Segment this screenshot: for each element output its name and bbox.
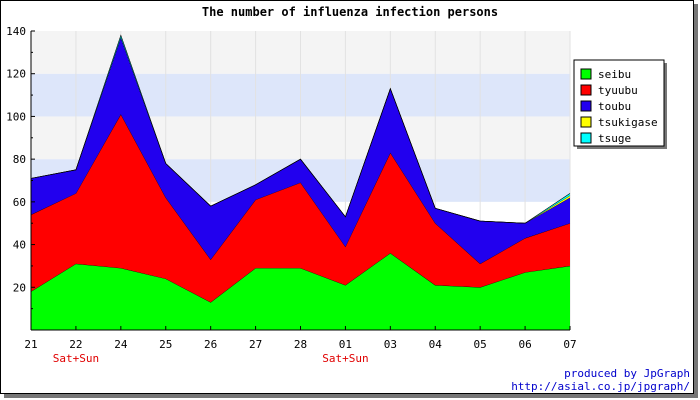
y-tick-label: 80 — [13, 153, 26, 166]
x-tick-label: 24 — [114, 338, 128, 351]
x-tick-note: Sat+Sun — [53, 352, 99, 365]
y-tick-label: 20 — [13, 281, 26, 294]
area-toubu — [31, 37, 570, 264]
chart-title: The number of influenza infection person… — [202, 5, 498, 19]
x-tick-label: 05 — [474, 338, 487, 351]
y-tick-label: 40 — [13, 239, 26, 252]
x-tick-label: 04 — [429, 338, 443, 351]
y-tick-label: 120 — [6, 68, 26, 81]
x-tick-label: 25 — [159, 338, 172, 351]
area-edge-tsuge — [30, 34, 571, 224]
x-tick-label: 01 — [339, 338, 352, 351]
x-tick-label: 28 — [294, 338, 307, 351]
legend-label-tsuge: tsuge — [598, 132, 631, 145]
y-tick-label: 60 — [13, 196, 26, 209]
x-tick-label: 06 — [518, 338, 531, 351]
credit-text: produced by JpGraph — [564, 367, 690, 380]
area-tyuubu — [31, 114, 570, 303]
x-tick-label: 27 — [249, 338, 262, 351]
y-tick-labels: 20 40 60 80 100 120 140 — [6, 25, 35, 310]
legend-swatch-tsukigase — [580, 116, 592, 128]
legend-swatch-toubu — [580, 100, 592, 112]
legend-label-tsukigase: tsukigase — [598, 116, 658, 129]
y-tick-label: 100 — [6, 110, 26, 123]
x-tick-label: 03 — [384, 338, 397, 351]
legend: seibu tyuubu toubu tsukigase tsuge — [573, 59, 667, 149]
legend-label-toubu: toubu — [598, 100, 631, 113]
series-areas — [30, 34, 571, 330]
x-tick-label: 26 — [204, 338, 217, 351]
x-tick-label: 07 — [563, 338, 576, 351]
x-tick-label: 22 — [69, 338, 82, 351]
credit-url[interactable]: http://asial.co.jp/jpgraph/ — [511, 380, 690, 393]
legend-swatch-tsuge — [580, 132, 592, 144]
legend-label-seibu: seibu — [598, 68, 631, 81]
legend-swatch-tyuubu — [580, 84, 592, 96]
x-tick-label: 21 — [24, 338, 37, 351]
x-tick-note: Sat+Sun — [322, 352, 368, 365]
legend-swatch-seibu — [580, 68, 592, 80]
area-seibu — [31, 253, 570, 330]
y-tick-label: 140 — [6, 25, 26, 38]
legend-label-tyuubu: tyuubu — [598, 84, 638, 97]
